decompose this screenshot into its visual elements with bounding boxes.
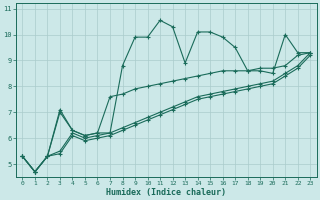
X-axis label: Humidex (Indice chaleur): Humidex (Indice chaleur) bbox=[106, 188, 226, 197]
